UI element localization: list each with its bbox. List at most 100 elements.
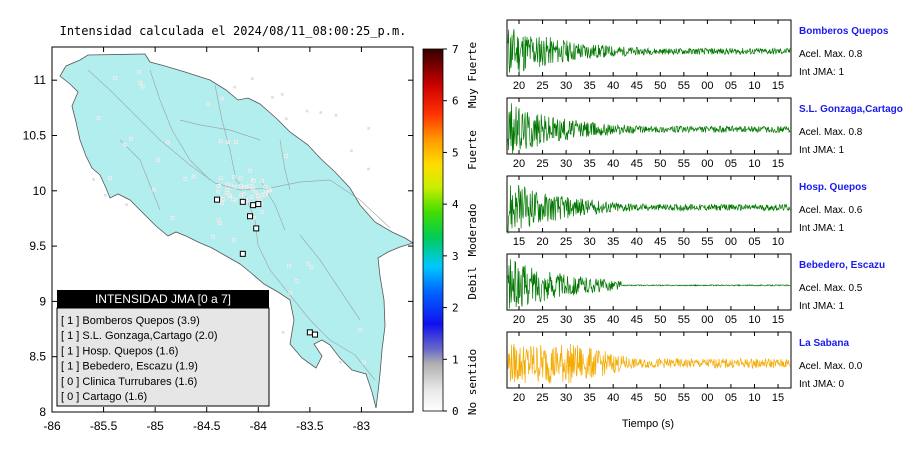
- station-dot: [220, 201, 224, 205]
- station-dot: [124, 203, 129, 207]
- trace-tick-label: 15: [772, 158, 784, 170]
- station-dot: [226, 140, 230, 145]
- station-dot: [260, 210, 264, 214]
- station-dot: [206, 102, 211, 106]
- map-frame: [51, 46, 414, 413]
- station-markers: [214, 196, 319, 338]
- station-dot: [221, 197, 225, 201]
- costa-rica-landmass: [59, 53, 413, 409]
- trace-tick-label: 40: [607, 314, 619, 326]
- legend-row: [ 0 ] Cartago (1.6): [61, 391, 147, 403]
- station-marker: [239, 250, 246, 257]
- trace-tick-label: 55: [678, 392, 690, 404]
- map-xtick-label: -85: [146, 419, 164, 433]
- station-dot: [123, 142, 127, 147]
- trace-tick-label: 15: [772, 314, 784, 326]
- trace-tick-label: 00: [701, 392, 713, 404]
- map-ytick-label: 8: [39, 405, 46, 419]
- colorbar-labels: No sentido Debil Moderado Fuerte Muy Fuerte: [466, 42, 479, 415]
- station-marker: [306, 329, 313, 336]
- station-marker: [253, 225, 260, 232]
- trace-tick-label: 10: [748, 392, 760, 404]
- legend-row: [ 0 ] Clinica Turrubares (1.6): [61, 376, 197, 388]
- station-dot: [224, 191, 229, 195]
- trace-tick-label: 35: [584, 158, 596, 170]
- map-xtick-label: -83.5: [296, 419, 324, 433]
- int-jma: Int JMA: 0: [799, 379, 844, 390]
- colorbar-category-label: Fuerte: [466, 130, 479, 170]
- map-xtick-label: -86: [43, 419, 61, 433]
- station-name: S.L. Gonzaga,Cartago: [799, 104, 903, 115]
- trace-panel: 20 25 30 35 40 45 50 55 00 05 10 15 S.L. Gonzaga,Car…: [506, 97, 903, 170]
- map-xtick-label: -83: [353, 419, 371, 433]
- station-dot: [225, 187, 230, 192]
- colorbar-category-label: Moderado: [466, 204, 479, 257]
- station-dot: [281, 330, 285, 335]
- acel-max: Acel. Max. 0.8: [799, 127, 863, 138]
- station-dot: [366, 126, 371, 130]
- station-dot: [166, 140, 170, 145]
- map-title: Intensidad calculada el 2024/08/11_08:00…: [60, 24, 407, 38]
- legend-row: [ 1 ] S.L. Gonzaga,Cartago (2.0): [61, 330, 218, 342]
- station-dot: [137, 70, 141, 74]
- station-dot: [349, 149, 354, 153]
- legend-rows: [ 1 ] Bomberos Quepos (3.9) [ 1 ] S.L. Go…: [61, 315, 218, 403]
- map-ytick-label: 11: [34, 73, 47, 87]
- station-name: Bebedero, Escazu: [799, 260, 885, 271]
- waveform: [507, 259, 791, 309]
- station-dot: [248, 168, 252, 173]
- station-dot: [96, 116, 101, 120]
- station-dot: [216, 218, 221, 222]
- acel-max: Acel. Max. 0.6: [799, 205, 863, 216]
- station-dot: [358, 327, 362, 332]
- station-dot: [334, 113, 338, 117]
- station-dot: [287, 263, 291, 268]
- map-axes: -86 -85.5 -85 -84.5 -84 -83.5 -83 11 10.5 10 9.5 9 8…: [23, 47, 413, 433]
- trace-tick-label: 10: [748, 158, 760, 170]
- trace-tick-label: 55: [678, 158, 690, 170]
- trace-panel: 15 20 25 30 35 40 45 50 55 00 05 10 Hosp. Quepos Acel…: [506, 175, 867, 248]
- colorbar-category-label: Debil: [466, 266, 479, 299]
- station-marker: [312, 331, 319, 338]
- station-name: La Sabana: [799, 338, 849, 349]
- station-dot: [247, 184, 252, 189]
- int-jma: Int JMA: 1: [799, 301, 844, 312]
- station-dot: [225, 182, 229, 186]
- station-dot: [284, 154, 289, 158]
- trace-tick-label: 30: [560, 80, 572, 92]
- station-name: Bomberos Quepos: [799, 26, 889, 37]
- trace-tick-label: 45: [631, 314, 643, 326]
- trace-frame: [506, 19, 792, 77]
- trace-tick-label: 00: [725, 236, 737, 248]
- trace-tick-label: 30: [560, 392, 572, 404]
- station-dot: [113, 76, 117, 80]
- station-dot: [233, 185, 238, 189]
- legend-row: [ 1 ] Bomberos Quepos (3.9): [61, 315, 200, 327]
- trace-frame: [506, 253, 792, 311]
- station-dot: [338, 360, 343, 364]
- trace-tick-label: 05: [725, 314, 737, 326]
- colorbar-tick-label: 2: [452, 302, 459, 315]
- trace-tick-label: 30: [560, 158, 572, 170]
- colorbar-tick-label: 0: [452, 405, 459, 418]
- trace-tick-label: 05: [725, 80, 737, 92]
- station-dot: [270, 95, 275, 100]
- colorbar-scale: [422, 48, 444, 412]
- station-dot: [242, 192, 246, 196]
- acel-max: Acel. Max. 0.5: [799, 283, 863, 294]
- waveform: [507, 343, 791, 384]
- trace-tick-label: 15: [513, 236, 525, 248]
- trace-tick-label: 00: [701, 80, 713, 92]
- trace-tick-label: 20: [513, 80, 525, 92]
- legend-header-bg: [57, 290, 269, 308]
- map-xtick-label: -85.5: [90, 419, 118, 433]
- trace-tick-label: 35: [584, 392, 596, 404]
- trace-tick-label: 40: [631, 236, 643, 248]
- station-dot: [250, 184, 255, 188]
- station-dot: [256, 194, 260, 198]
- legend-body: [56, 307, 270, 407]
- station-dot: [231, 197, 235, 201]
- station-dot: [234, 140, 238, 144]
- trace-tick-label: 10: [772, 236, 784, 248]
